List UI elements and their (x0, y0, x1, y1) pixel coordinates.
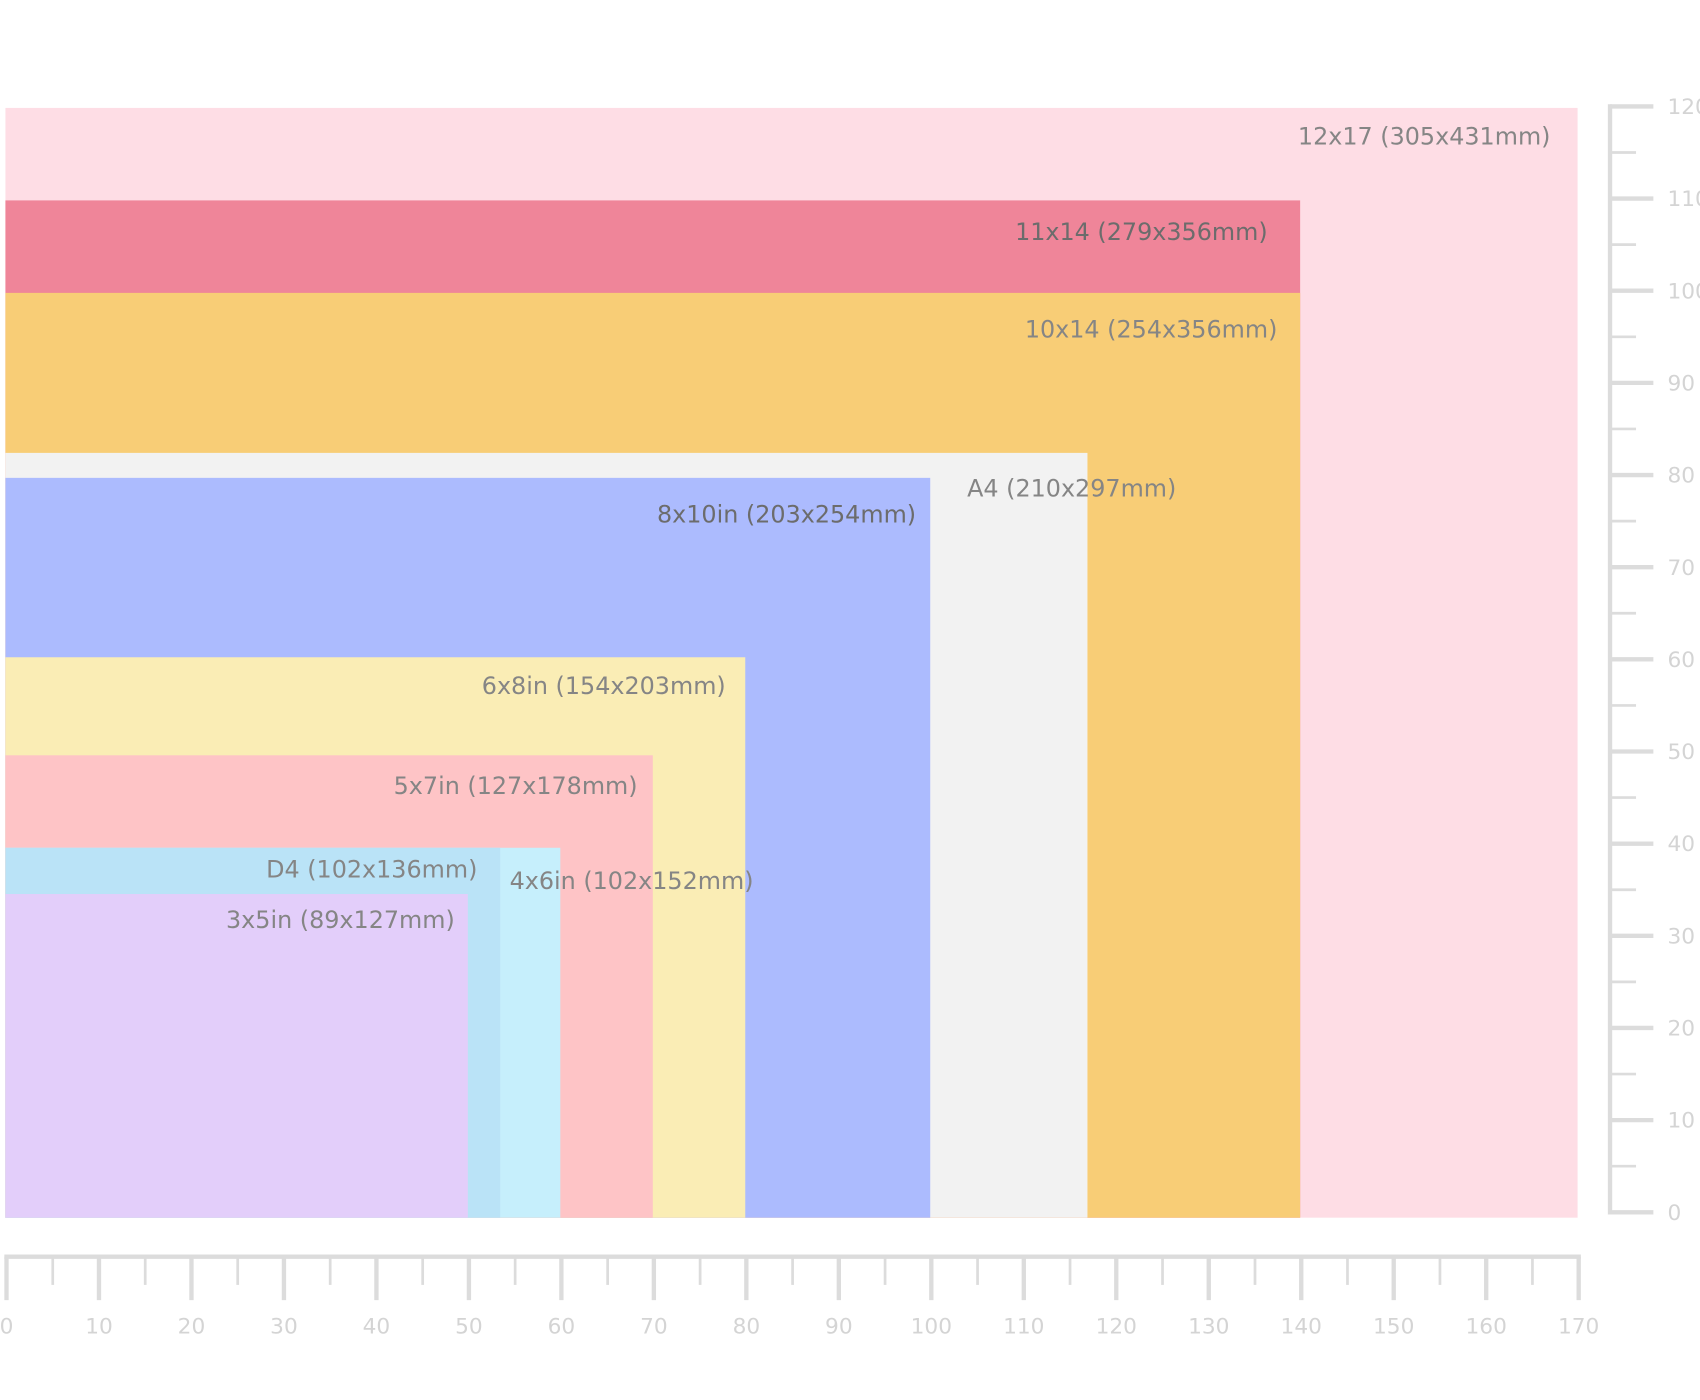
x-axis-ruler: 0 10 20 30 40 50 60 70 80 90 100 110 120 130 140 150 160… (0, 1254, 1599, 1340)
size-label-3: A4 (210x297mm) (967, 475, 1176, 503)
y-tick-label: 100 (1667, 279, 1700, 304)
size-label-2: 10x14 (254x356mm) (1025, 315, 1278, 343)
size-label-8: D4 (102x136mm) (266, 855, 477, 883)
x-tick-label: 90 (825, 1315, 853, 1340)
size-label-6: 5x7in (127x178mm) (394, 772, 638, 800)
x-tick-label: 110 (1003, 1315, 1044, 1340)
x-tick-label: 50 (455, 1315, 483, 1340)
x-tick-label: 0 (0, 1315, 13, 1340)
y-tick-label: 120 (1667, 95, 1700, 120)
size-label-4: 8x10in (203x254mm) (657, 501, 916, 529)
x-tick-label: 120 (1096, 1315, 1137, 1340)
x-tick-label: 40 (363, 1315, 391, 1340)
x-tick-label: 140 (1281, 1315, 1322, 1340)
x-tick-label: 20 (178, 1315, 206, 1340)
y-axis-ruler: 0 10 20 30 40 50 60 70 80 90 100 110 120 (1607, 95, 1700, 1226)
x-tick-label: 130 (1188, 1315, 1229, 1340)
x-tick-label: 150 (1373, 1315, 1414, 1340)
y-tick-label: 110 (1667, 187, 1700, 212)
x-tick-label: 30 (270, 1315, 298, 1340)
y-tick-label: 40 (1667, 832, 1695, 857)
x-tick-label: 100 (911, 1315, 952, 1340)
x-tick-label: 60 (548, 1315, 576, 1340)
size-label-1: 11x14 (279x356mm) (1015, 218, 1268, 246)
y-tick-label: 90 (1667, 371, 1695, 396)
x-tick-label: 170 (1558, 1315, 1599, 1340)
size-rect-9 (5, 894, 468, 1218)
size-labels: 12x17 (305x431mm) 11x14 (279x356mm) 10x14 … (226, 122, 1550, 934)
y-tick-label: 0 (1667, 1201, 1681, 1226)
x-tick-label: 70 (640, 1315, 668, 1340)
size-label-5: 6x8in (154x203mm) (482, 672, 726, 700)
y-tick-label: 50 (1667, 740, 1695, 765)
y-tick-label: 60 (1667, 648, 1695, 673)
size-rectangles (5, 107, 1578, 1218)
y-tick-label: 20 (1667, 1017, 1695, 1042)
y-tick-label: 80 (1667, 464, 1695, 489)
size-label-9: 3x5in (89x127mm) (226, 906, 455, 934)
x-tick-label: 160 (1466, 1315, 1507, 1340)
x-tick-label: 80 (733, 1315, 761, 1340)
y-tick-label: 30 (1667, 924, 1695, 949)
y-tick-label: 70 (1667, 556, 1695, 581)
y-tick-label: 10 (1667, 1109, 1695, 1134)
size-label-7: 4x6in (102x152mm) (510, 867, 754, 895)
size-label-0: 12x17 (305x431mm) (1298, 122, 1551, 150)
x-tick-label: 10 (85, 1315, 113, 1340)
